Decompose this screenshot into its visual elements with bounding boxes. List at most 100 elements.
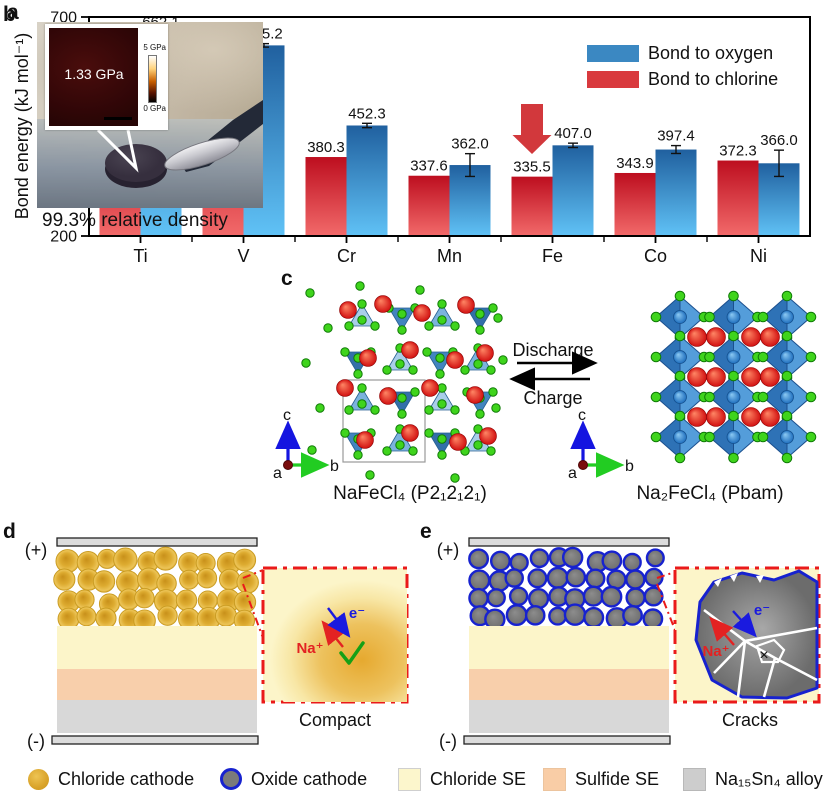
chlorine-atom bbox=[382, 446, 392, 456]
chlorine-atom bbox=[757, 391, 769, 403]
oxide-particle bbox=[625, 587, 646, 608]
chloride-cathode-swatch bbox=[28, 768, 49, 790]
sodium-atom bbox=[449, 433, 467, 451]
chloride-se-swatch bbox=[398, 767, 421, 791]
na-ion-label: Na⁺ bbox=[296, 640, 323, 657]
chloride-particle bbox=[92, 570, 116, 593]
chlorine-atom bbox=[493, 313, 503, 323]
sodium-atom bbox=[401, 341, 419, 359]
sodium-atom bbox=[706, 367, 726, 387]
crack-lines bbox=[703, 608, 818, 698]
oxide-particle bbox=[582, 585, 605, 607]
x-tick-label: Ti bbox=[133, 246, 147, 266]
nanoindentation-inset: 1.33 GPa 5 GPa 0 GPa bbox=[45, 24, 168, 130]
failure-cross-mark: × bbox=[759, 647, 768, 664]
chlorine-atom bbox=[410, 387, 420, 397]
photo-overlay bbox=[96, 100, 263, 188]
iron-atom bbox=[673, 430, 687, 444]
chlorine-atom bbox=[424, 405, 434, 415]
chloride-particle bbox=[95, 607, 117, 629]
chloride-particle bbox=[76, 606, 97, 627]
oxide-particle-outline bbox=[694, 569, 819, 700]
fecl4-tetrahedron bbox=[466, 307, 494, 331]
chloride-particle bbox=[196, 567, 218, 589]
oxide-particle bbox=[561, 546, 584, 569]
chlorine-atom bbox=[781, 290, 793, 302]
chlorine-atom bbox=[353, 369, 363, 379]
sodium-atom bbox=[359, 349, 377, 367]
chlorine-atom bbox=[475, 409, 485, 419]
x-tick-label: Cr bbox=[337, 246, 356, 266]
chlorine-atom bbox=[424, 428, 434, 438]
electron-label: e⁻ bbox=[754, 602, 770, 619]
oxide-cathode-particles bbox=[468, 546, 665, 630]
sulfide-se-layer bbox=[57, 669, 257, 700]
sodium-atom bbox=[687, 407, 707, 427]
modulus-value: 1.33 GPa bbox=[64, 66, 124, 82]
x-tick-label: V bbox=[237, 246, 249, 266]
chlorine-atom bbox=[728, 370, 739, 382]
chlorine-atom bbox=[408, 446, 418, 456]
chlorine-atom bbox=[473, 424, 483, 434]
unit-cell-outline bbox=[342, 379, 426, 463]
highlight-down-arrow bbox=[512, 104, 552, 154]
chlorine-atom bbox=[805, 391, 817, 403]
oxide-particle bbox=[504, 568, 524, 588]
chlorine-atom bbox=[757, 311, 769, 323]
negative-terminal-label: (-) bbox=[439, 731, 457, 751]
legend-swatch-chlorine bbox=[587, 71, 639, 88]
x-tick-label: Fe bbox=[542, 246, 563, 266]
legend-label-chlorine: Bond to chlorine bbox=[648, 69, 778, 89]
chlorine-atom bbox=[486, 446, 496, 456]
chloride-particle bbox=[215, 604, 237, 627]
chlorine-atom bbox=[340, 347, 350, 357]
sodium-atom bbox=[336, 379, 354, 397]
a-axis-dot bbox=[578, 460, 588, 470]
chlorine-atom bbox=[437, 399, 447, 409]
sodium-atom bbox=[374, 295, 392, 313]
chlorine-atom bbox=[357, 315, 367, 325]
oxide-particle bbox=[527, 588, 550, 610]
sodium-atom bbox=[379, 387, 397, 405]
chlorine-atom bbox=[424, 321, 434, 331]
chlorine-atom bbox=[473, 440, 483, 450]
b-axis-label: b bbox=[330, 458, 339, 475]
chloride-particle bbox=[134, 587, 155, 609]
chlorine-atom bbox=[340, 428, 350, 438]
chloride-particle bbox=[157, 605, 178, 626]
chlorine-atom bbox=[460, 365, 470, 375]
chlorine-atom bbox=[437, 315, 447, 325]
chlorine-atom bbox=[728, 290, 739, 302]
chlorine-atom bbox=[437, 383, 447, 393]
oxide-particle bbox=[606, 569, 627, 590]
oxide-particle bbox=[600, 585, 623, 608]
inset-callout-lines bbox=[96, 128, 139, 173]
crack-notch bbox=[730, 573, 738, 582]
chlorine-atom bbox=[355, 281, 365, 291]
sodium-atom bbox=[476, 344, 494, 362]
chloride-cathode-particles bbox=[53, 546, 259, 632]
chlorine-atom bbox=[435, 369, 445, 379]
bar-fe-chlorine bbox=[511, 176, 553, 236]
inset-callout-lines bbox=[242, 569, 264, 639]
chlorine-atom bbox=[437, 299, 447, 309]
chlorine-atom bbox=[397, 409, 407, 419]
chlorine-atom bbox=[674, 370, 686, 382]
oxide-particle bbox=[622, 552, 642, 572]
na-ion-label: Na⁺ bbox=[702, 643, 729, 660]
modulus-map: 1.33 GPa bbox=[49, 28, 138, 126]
chlorine-atom bbox=[397, 309, 407, 319]
sodium-atom bbox=[457, 296, 475, 314]
chlorine-atom bbox=[357, 299, 367, 309]
charge-label: Charge bbox=[523, 388, 582, 408]
oxide-particle bbox=[508, 586, 529, 606]
chlorine-atom bbox=[674, 452, 686, 464]
x-tick-label: Ni bbox=[750, 246, 767, 266]
chloride-se-layer bbox=[469, 626, 669, 669]
na2fecl4-structure bbox=[650, 290, 817, 464]
panel-c-crystal-structures: c Discharge Charge c b a c b a NaFeCl₄ (… bbox=[273, 267, 817, 504]
iron-atom bbox=[726, 430, 741, 444]
chlorine-atom bbox=[491, 403, 501, 413]
sodium-atom bbox=[706, 327, 726, 347]
success-check-icon bbox=[339, 641, 365, 665]
